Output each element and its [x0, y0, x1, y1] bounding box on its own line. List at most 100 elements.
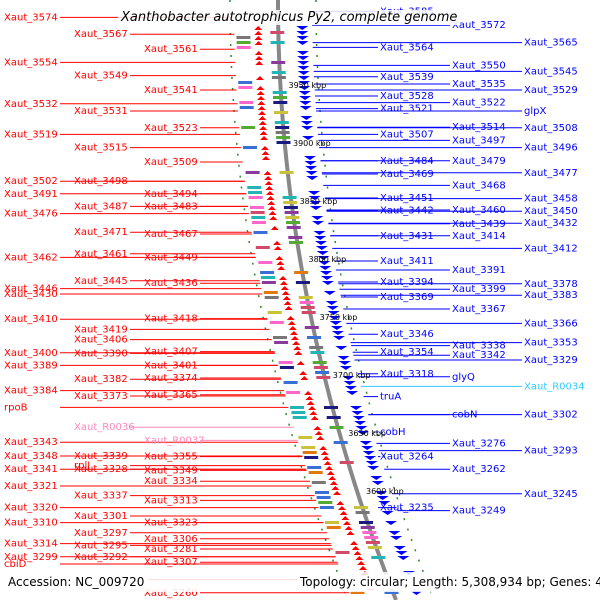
gene-label[interactable]: Xaut_3445	[74, 276, 128, 287]
gene-label[interactable]: Xaut_3519	[4, 129, 58, 140]
gene-label[interactable]: Xaut_3343	[4, 437, 58, 448]
gene-label[interactable]: Xaut_3418	[144, 314, 198, 325]
gene-label[interactable]: Xaut_3574	[4, 12, 58, 23]
gene-label[interactable]: Xaut_3467	[144, 229, 198, 240]
gene-label[interactable]: Xaut_3235	[380, 503, 434, 514]
gene-label[interactable]: Xaut_3301	[74, 511, 128, 522]
gene-label[interactable]: Xaut_3523	[144, 123, 198, 134]
gene-label[interactable]: Xaut_3479	[452, 156, 506, 167]
gene-label[interactable]: Xaut_3245	[524, 489, 578, 500]
gene-label[interactable]: Xaut_3554	[4, 57, 58, 68]
gene-label[interactable]: Xaut_3260	[144, 588, 198, 599]
gene-label[interactable]: Xaut_3497	[452, 135, 506, 146]
gene-label[interactable]: Xaut_3407	[144, 347, 198, 358]
gene-label[interactable]: Xaut_3471	[74, 227, 128, 238]
gene-label[interactable]: Xaut_3383	[524, 290, 578, 301]
gene-label[interactable]: Xaut_3249	[452, 506, 506, 517]
gene-label[interactable]: Xaut_3508	[524, 123, 578, 134]
gene-label[interactable]: cbiD	[4, 559, 27, 570]
gene-label[interactable]: Xaut_3323	[144, 518, 198, 529]
gene-label[interactable]: Xaut_3400	[4, 348, 58, 359]
gene-label[interactable]: Xaut_3399	[452, 284, 506, 295]
gene-label[interactable]: Xaut_3321	[4, 481, 58, 492]
gene-label[interactable]: Xaut_3461	[74, 249, 128, 260]
gene-label[interactable]: Xaut_3468	[452, 180, 506, 191]
gene-label[interactable]: Xaut_3496	[524, 143, 578, 154]
gene-label[interactable]: Xaut_3314	[4, 539, 58, 550]
gene-label[interactable]: cobN	[452, 410, 477, 421]
gene-label[interactable]: Xaut_3329	[524, 355, 578, 366]
gene-label[interactable]: Xaut_3313	[144, 495, 198, 506]
gene-label[interactable]: Xaut_3539	[380, 72, 434, 83]
gene-label[interactable]: Xaut_3411	[380, 256, 434, 267]
gene-label[interactable]: Xaut_R0036	[74, 422, 135, 433]
gene-label[interactable]: Xaut_3348	[4, 451, 58, 462]
gene-label[interactable]: Xaut_3439	[452, 219, 506, 230]
gene-label[interactable]: Xaut_3477	[524, 168, 578, 179]
gene-label[interactable]: Xaut_3498	[74, 176, 128, 187]
gene-label[interactable]: Xaut_3310	[4, 518, 58, 529]
gene-label[interactable]: Xaut_3281	[144, 544, 198, 555]
gene-label[interactable]: Xaut_3469	[380, 169, 434, 180]
gene-label[interactable]: Xaut_3436	[144, 278, 198, 289]
gene-label[interactable]: Xaut_3390	[74, 348, 128, 359]
gene-label[interactable]: Xaut_3494	[144, 189, 198, 200]
gene-label[interactable]: Xaut_3491	[4, 189, 58, 200]
gene-label[interactable]: truA	[380, 392, 401, 403]
gene-label[interactable]: Xaut_3384	[4, 386, 58, 397]
gene-label[interactable]: Xaut_3401	[144, 360, 198, 371]
gene-label[interactable]: Xaut_3507	[380, 129, 434, 140]
gene-label[interactable]: Xaut_3431	[380, 231, 434, 242]
gene-label[interactable]: Xaut_3389	[4, 360, 58, 371]
gene-label[interactable]: Xaut_3460	[452, 205, 506, 216]
gene-label[interactable]: Xaut_3307	[144, 557, 198, 568]
gene-label[interactable]: Xaut_3334	[144, 476, 198, 487]
gene-label[interactable]: Xaut_3442	[380, 206, 434, 217]
gene-label[interactable]: Xaut_3484	[380, 156, 434, 167]
gene-label[interactable]: Xaut_3391	[452, 265, 506, 276]
gene-label[interactable]: Xaut_3432	[524, 218, 578, 229]
gene-label[interactable]: Xaut_3564	[380, 42, 434, 53]
gene-label[interactable]: Xaut_3545	[524, 66, 578, 77]
gene-label[interactable]: Xaut_3521	[380, 104, 434, 115]
gene-label[interactable]: Xaut_3318	[380, 369, 434, 380]
gene-label[interactable]: Xaut_3338	[452, 341, 506, 352]
gene-label[interactable]: Xaut_3378	[524, 279, 578, 290]
gene-label[interactable]: Xaut_3299	[4, 552, 58, 563]
gene-label[interactable]: Xaut_3382	[74, 374, 128, 385]
gene-label[interactable]: Xaut_3515	[74, 143, 128, 154]
gene-label[interactable]: Xaut_3276	[452, 438, 506, 449]
gene-label[interactable]: Xaut_3549	[74, 71, 128, 82]
gene-label[interactable]: Xaut_3430	[4, 289, 58, 300]
gene-label[interactable]: Xaut_3262	[452, 464, 506, 475]
gene-label[interactable]: Xaut_3509	[144, 157, 198, 168]
gene-label[interactable]: Xaut_3419	[74, 324, 128, 335]
gene-label[interactable]: Xaut_3354	[380, 347, 434, 358]
gene-label[interactable]: Xaut_3449	[144, 252, 198, 263]
gene-label[interactable]: rplJ	[74, 461, 90, 472]
gene-label[interactable]: Xaut_3394	[380, 277, 434, 288]
gene-label[interactable]: Xaut_3302	[524, 410, 578, 421]
gene-label[interactable]: Xaut_3412	[524, 243, 578, 254]
gene-label[interactable]: Xaut_3353	[524, 338, 578, 349]
gene-label[interactable]: Xaut_3476	[4, 209, 58, 220]
gene-label[interactable]: Xaut_3487	[74, 201, 128, 212]
gene-label[interactable]: Xaut_3565	[524, 38, 578, 49]
gene-label[interactable]: rpoB	[4, 402, 28, 413]
gene-label[interactable]: Xaut_3355	[144, 452, 198, 463]
gene-label[interactable]: Xaut_3414	[452, 231, 506, 242]
gene-label[interactable]: Xaut_3293	[524, 446, 578, 457]
gene-label[interactable]: Xaut_3532	[4, 99, 58, 110]
gene-label[interactable]: glyQ	[452, 372, 475, 383]
gene-label[interactable]: Xaut_3535	[452, 79, 506, 90]
gene-label[interactable]: Xaut_3337	[74, 491, 128, 502]
gene-label[interactable]: Xaut_3341	[4, 464, 58, 475]
gene-label[interactable]: glpX	[524, 106, 546, 117]
gene-label[interactable]: Xaut_3366	[524, 318, 578, 329]
gene-label[interactable]: cobH	[380, 427, 405, 438]
gene-label[interactable]: Xaut_3462	[4, 252, 58, 263]
gene-label[interactable]: Xaut_3529	[524, 85, 578, 96]
gene-label[interactable]: Xaut_3541	[144, 85, 198, 96]
gene-label[interactable]: Xaut_3339	[74, 451, 128, 462]
gene-label[interactable]: Xaut_3374	[144, 373, 198, 384]
